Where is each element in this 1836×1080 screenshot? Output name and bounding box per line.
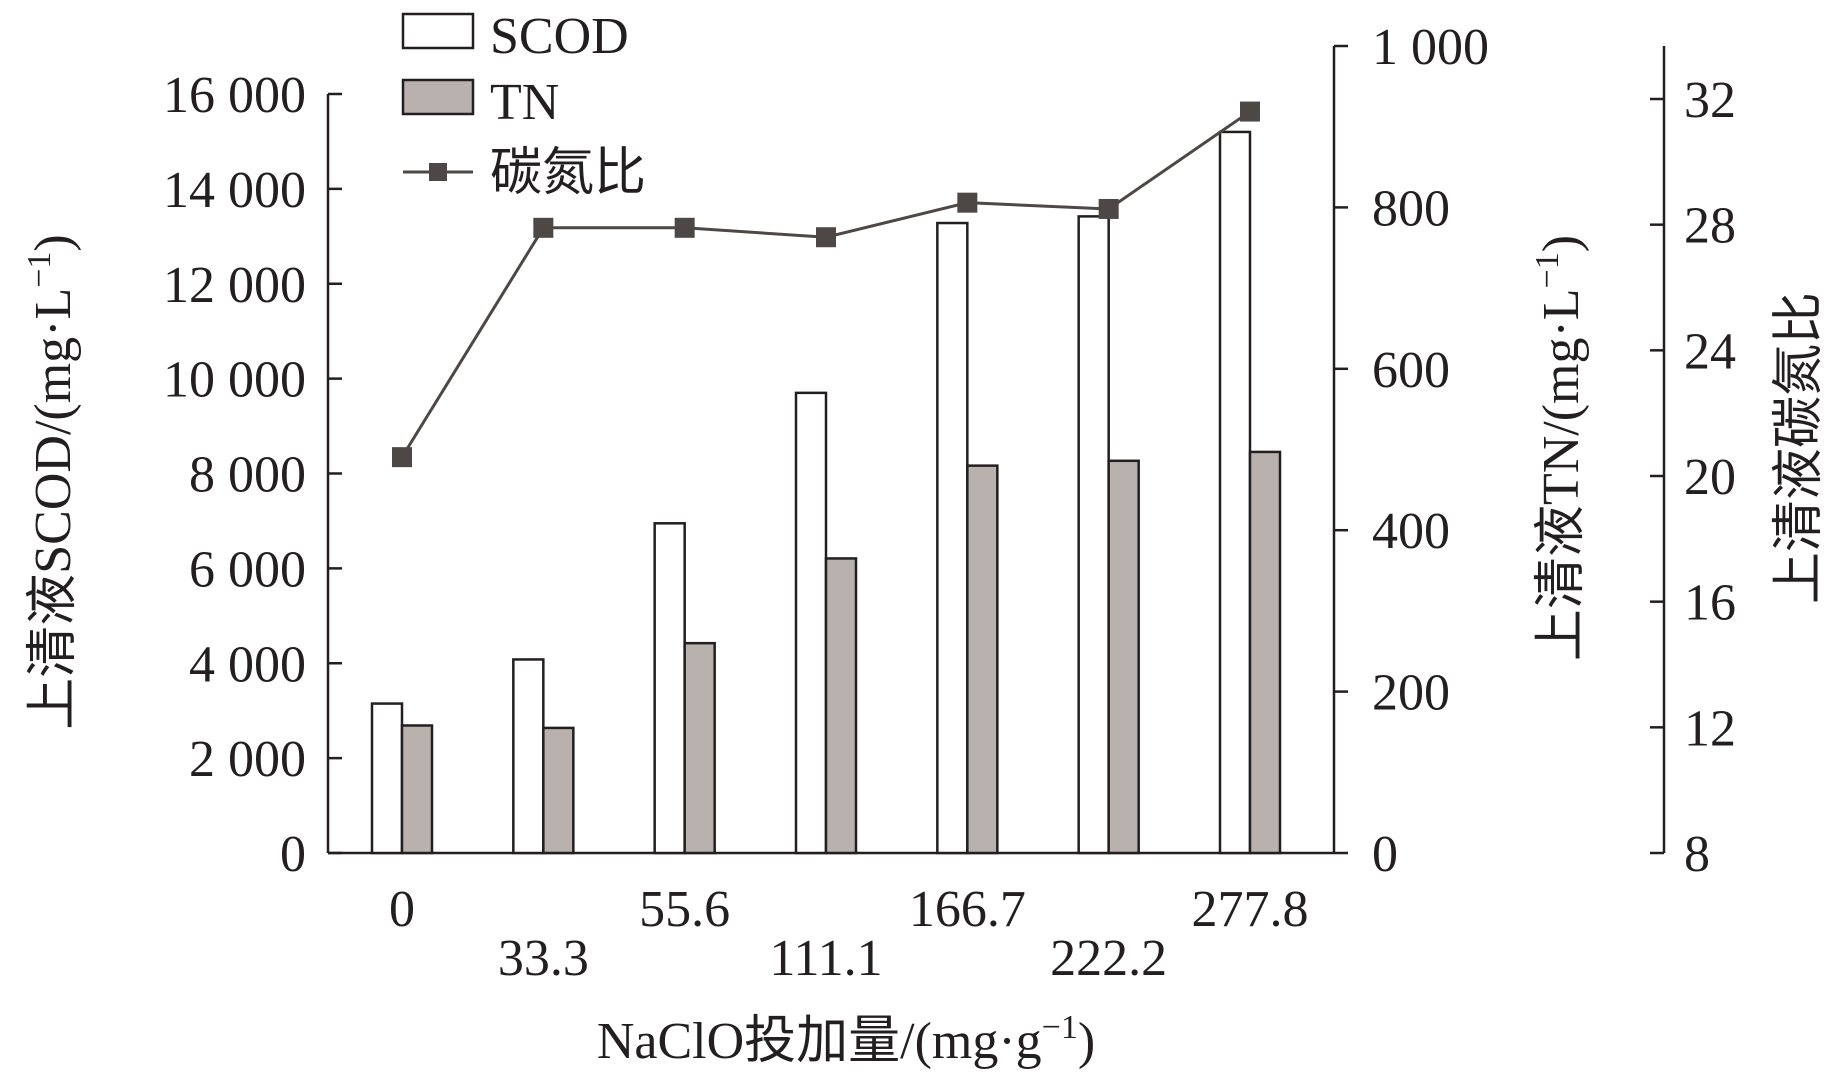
scod-bar (794, 391, 828, 855)
left-axis-title-end: ) (25, 234, 82, 251)
cn-ratio-line-series (392, 101, 1260, 468)
right-axis-cn-ratio-tick-label: 24 (1684, 323, 1736, 380)
tn-bar (400, 724, 434, 855)
scod-bar (653, 522, 686, 855)
cn-ratio-marker (1240, 101, 1260, 122)
right-axis-tn-ticks: 0 200 400 600 800 1 000 (1334, 19, 1489, 883)
right-axis-cn-ratio-tick-label: 8 (1684, 826, 1710, 883)
x-axis-title-end: ) (1078, 1013, 1095, 1070)
right-axis-tn-tick-label: 600 (1372, 342, 1450, 399)
tn-bar (683, 641, 716, 855)
legend: SCOD TN 碳氮比 (401, 8, 646, 202)
left-axis-ticks: 0 2 000 4 000 6 000 8 000 10 000 12 000 14 000 1… (163, 67, 342, 883)
left-axis-tick-label: 2 000 (189, 731, 306, 788)
legend-cn-ratio-marker (429, 163, 447, 181)
left-axis-tick-label: 12 000 (163, 257, 306, 314)
right-axis-cn-ratio-tick-label: 28 (1684, 198, 1736, 255)
legend-cn-ratio-label: 碳氮比 (490, 145, 646, 202)
x-tick-label: 0 (389, 881, 415, 938)
cn-ratio-marker (674, 217, 695, 238)
right-axis-cn-ratio-ticks: 8 12 16 20 24 28 32 (1650, 72, 1736, 883)
right-axis-tn-title: 上清液TN/(mg·L−1) (1529, 235, 1590, 661)
cn-ratio-marker (816, 227, 836, 248)
cn-ratio-marker (392, 447, 412, 468)
left-axis-tick-label: 16 000 (163, 67, 306, 124)
right-axis-tn-title-sup: −1 (1529, 252, 1566, 288)
right-axis-tn-tick-label: 0 (1372, 826, 1398, 883)
right-axis-cn-ratio-tick-label: 32 (1684, 72, 1736, 129)
legend-scod-label: SCOD (490, 8, 629, 65)
x-axis-title-sup: −1 (1042, 1009, 1078, 1046)
x-tick-label: 277.8 (1192, 881, 1309, 938)
right-axis-tn-tick-label: 400 (1372, 503, 1450, 560)
scod-bar (370, 702, 404, 855)
left-axis-tick-label: 0 (280, 826, 306, 883)
right-axis-cn-ratio-title: 上清液碳氮比 (1771, 292, 1828, 604)
right-axis-cn-ratio-tick-label: 12 (1684, 700, 1736, 757)
right-axis-tn-title-end: ) (1533, 235, 1590, 252)
x-tick-label: 55.6 (639, 881, 730, 938)
scod-bar (1077, 215, 1110, 855)
tn-bar (1107, 459, 1140, 855)
legend-scod-swatch (401, 12, 475, 50)
scod-bar (1218, 130, 1252, 855)
x-tick-label: 33.3 (498, 930, 589, 987)
right-axis-cn-ratio-tick-label: 20 (1684, 449, 1736, 506)
left-axis-title-sup: −1 (21, 252, 58, 288)
x-tick-label: 222.2 (1050, 930, 1167, 987)
left-axis-tick-label: 8 000 (189, 447, 306, 504)
left-axis-title: 上清液SCOD/(mg·L−1) (21, 234, 82, 730)
left-axis-tick-label: 10 000 (163, 352, 306, 409)
cn-ratio-marker (533, 217, 554, 238)
x-tick-label: 111.1 (769, 930, 882, 987)
bars (370, 130, 1282, 855)
right-axis-tn-tick-label: 1 000 (1372, 19, 1489, 76)
scod-bar (936, 221, 969, 855)
legend-tn-label: TN (490, 74, 559, 131)
x-axis-title: NaClO投加量/(mg·g−1) (597, 1009, 1095, 1070)
legend-tn-swatch (401, 78, 475, 116)
x-tick-label: 166.7 (909, 881, 1026, 938)
x-tick-labels: 0 33.3 55.6 111.1 166.7 222.2 277.8 (389, 881, 1309, 987)
tn-bar (542, 726, 575, 855)
left-axis-tick-label: 4 000 (189, 636, 306, 693)
scod-bar (512, 658, 545, 855)
tn-bar (966, 464, 999, 855)
tn-bar (1248, 450, 1282, 855)
left-axis-tick-label: 6 000 (189, 541, 306, 598)
right-axis-cn-ratio-tick-label: 16 (1684, 575, 1736, 632)
right-axis-tn-tick-label: 800 (1372, 180, 1450, 237)
tn-bar (824, 557, 858, 855)
left-axis-tick-label: 14 000 (163, 162, 306, 219)
cn-ratio-marker (1098, 198, 1119, 219)
cn-ratio-marker (957, 192, 978, 213)
right-axis-tn-tick-label: 200 (1372, 665, 1450, 722)
